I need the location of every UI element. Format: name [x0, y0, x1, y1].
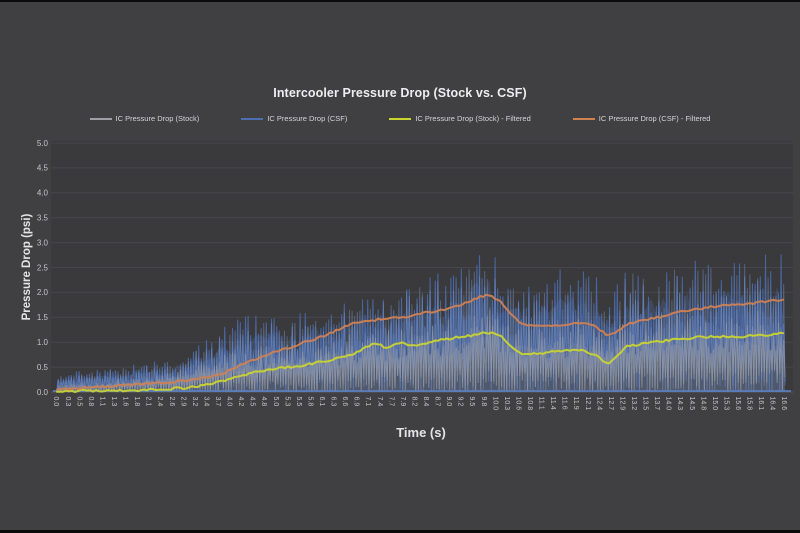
x-tick-label: 8.7 — [434, 397, 441, 407]
x-tick-label: 9.0 — [445, 397, 452, 407]
x-tick-label: 9.8 — [480, 397, 487, 407]
series-stock-filtered-line — [56, 331, 784, 394]
series-csf-filtered-line — [56, 293, 784, 391]
legend-line-marker — [572, 117, 595, 120]
x-tick-label: 1.1 — [98, 397, 105, 407]
x-tick-label: 10.6 — [514, 397, 521, 411]
legend-label: IC Pressure Drop (Stock) - Filtered — [415, 114, 531, 123]
x-tick-label: 16.1 — [757, 397, 764, 411]
x-tick-label: 15.8 — [746, 397, 753, 411]
x-tick-label: 7.9 — [399, 397, 406, 407]
x-tick-label: 6.9 — [353, 397, 360, 407]
x-tick-label: 15.6 — [734, 397, 741, 411]
legend-line-marker — [241, 117, 264, 120]
x-tick-label: 11.9 — [572, 397, 579, 410]
x-tick-label: 11.1 — [538, 397, 545, 410]
x-tick-label: 0.8 — [87, 397, 94, 407]
legend-item-1: IC Pressure Drop (CSF) — [241, 114, 347, 123]
x-tick-label: 2.4 — [156, 397, 163, 407]
x-tick-label: 9.2 — [457, 397, 464, 407]
x-tick-label: 9.5 — [468, 397, 475, 407]
x-tick-label: 15.0 — [711, 397, 718, 411]
x-tick-label: 16.4 — [769, 397, 776, 411]
x-tick-label: 5.5 — [295, 397, 302, 407]
x-tick-label: 0.0 — [52, 397, 59, 407]
x-tick-label: 6.6 — [341, 397, 348, 407]
x-tick-label: 13.7 — [653, 397, 660, 411]
x-tick-label: 12.1 — [584, 397, 591, 411]
x-tick-label: 2.1 — [145, 397, 152, 407]
y-tick-label: 2.5 — [37, 263, 49, 272]
legend-item-2: IC Pressure Drop (Stock) - Filtered — [389, 114, 531, 123]
x-tick-label: 14.0 — [665, 397, 672, 411]
y-tick-label: 4.5 — [37, 164, 49, 173]
x-tick-label: 10.8 — [526, 397, 533, 411]
series-raw-trace — [56, 309, 786, 394]
x-tick-label: 8.2 — [410, 397, 417, 407]
y-tick-label: 4.0 — [37, 189, 49, 198]
legend-label: IC Pressure Drop (CSF) — [267, 114, 348, 123]
x-tick-label: 12.7 — [607, 397, 614, 411]
x-tick-label: 16.6 — [780, 397, 787, 411]
x-tick-label: 4.2 — [237, 397, 244, 407]
legend-line-marker — [89, 117, 112, 120]
x-tick-label: 6.1 — [318, 397, 325, 407]
y-tick-label: 5.0 — [37, 139, 49, 148]
x-tick-label: 4.8 — [260, 397, 267, 407]
y-tick-label: 0.5 — [37, 363, 49, 372]
y-tick-label: 0.0 — [37, 388, 49, 397]
x-tick-label: 14.8 — [699, 397, 706, 411]
x-tick-label: 3.7 — [214, 397, 221, 407]
x-tick-label: 4.5 — [249, 397, 256, 407]
x-tick-label: 12.9 — [618, 397, 625, 411]
x-tick-label: 1.3 — [110, 397, 117, 407]
legend-item-3: IC Pressure Drop (CSF) - Filtered — [572, 114, 711, 123]
x-tick-label: 13.2 — [630, 397, 637, 411]
x-tick-label: 2.9 — [179, 397, 186, 407]
y-tick-label: 3.5 — [37, 214, 49, 223]
y-tick-label: 3.0 — [37, 238, 49, 247]
x-tick-label: 12.4 — [595, 397, 602, 411]
x-tick-label: 14.3 — [676, 397, 683, 411]
x-tick-label: 0.5 — [75, 397, 82, 407]
legend-item-0: IC Pressure Drop (Stock) — [89, 114, 200, 123]
legend: IC Pressure Drop (Stock) IC Pressure Drop… — [0, 114, 800, 123]
x-tick-label: 7.1 — [364, 397, 371, 407]
chart-title: Intercooler Pressure Drop (Stock vs. CSF… — [273, 86, 527, 100]
x-tick-label: 3.2 — [191, 397, 198, 407]
x-tick-label: 15.3 — [722, 397, 729, 411]
x-tick-label: 2.6 — [168, 397, 175, 407]
x-tick-label: 10.3 — [503, 397, 510, 411]
x-tick-label: 14.5 — [688, 397, 695, 411]
x-tick-label: 3.4 — [202, 397, 209, 407]
x-tick-label: 0.3 — [64, 397, 71, 407]
x-tick-label: 5.3 — [283, 397, 290, 407]
y-tick-label: 1.5 — [37, 313, 49, 322]
legend-label: IC Pressure Drop (Stock) — [115, 114, 200, 123]
x-tick-label: 13.5 — [642, 397, 649, 411]
x-tick-label: 6.3 — [330, 397, 337, 407]
x-tick-label: 7.7 — [387, 397, 394, 407]
x-tick-label: 5.8 — [306, 397, 313, 407]
x-tick-label: 10.0 — [491, 397, 498, 411]
y-tick-label: 1.0 — [37, 338, 49, 347]
y-tick-label: 2.0 — [37, 288, 49, 297]
x-axis-title: Time (s) — [396, 425, 446, 440]
x-tick-label: 7.4 — [376, 397, 383, 407]
x-tick-label: 1.8 — [133, 397, 140, 407]
x-tick-label: 8.4 — [422, 397, 429, 407]
x-tick-label: 11.6 — [561, 397, 568, 410]
x-tick-label: 5.0 — [272, 397, 279, 407]
x-tick-label: 11.4 — [549, 397, 556, 410]
x-tick-label: 4.0 — [226, 397, 233, 407]
legend-line-marker — [389, 117, 412, 120]
x-tick-label: 1.6 — [122, 397, 129, 407]
legend-label: IC Pressure Drop (CSF) - Filtered — [598, 114, 711, 123]
